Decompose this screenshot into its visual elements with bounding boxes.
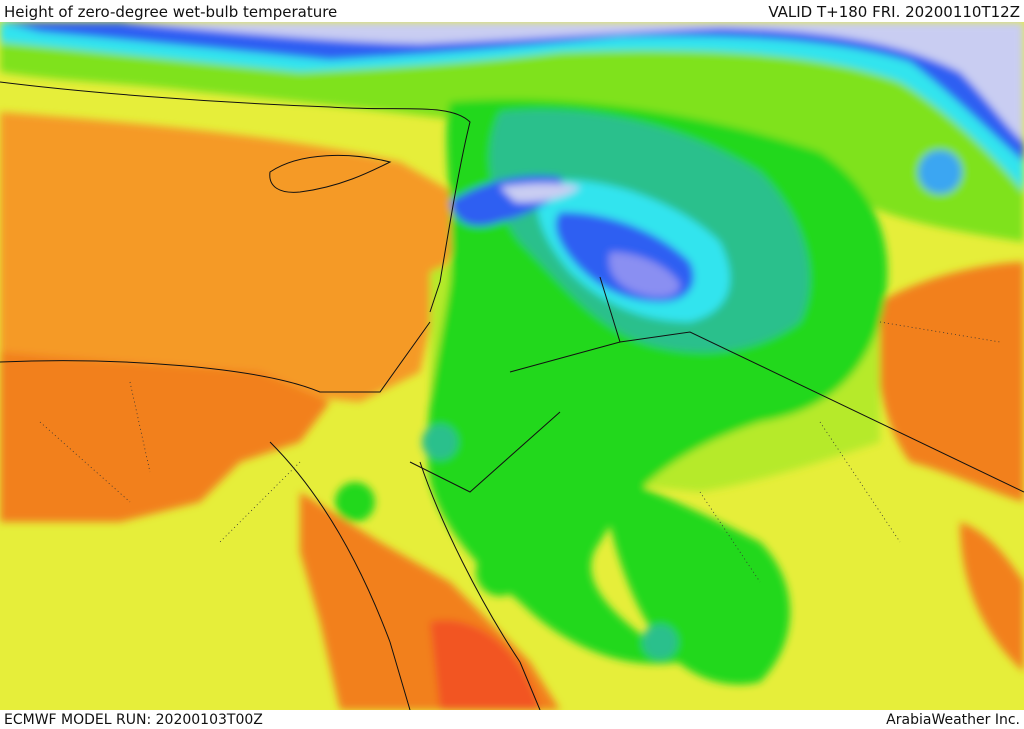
turkey-cyan bbox=[0, 22, 1024, 192]
red-sea-hot bbox=[430, 620, 540, 710]
wet-bulb-map bbox=[0, 22, 1024, 710]
red-sea-west-line bbox=[269, 441, 411, 710]
valid-time: VALID T+180 FRI. 20200110T12Z bbox=[768, 3, 1020, 21]
dotted-borders bbox=[39, 321, 1001, 583]
asir-teal-spot bbox=[642, 624, 678, 660]
north-coast-green bbox=[0, 22, 1024, 242]
iran-light-blue bbox=[918, 150, 962, 194]
sinai-green-spot bbox=[335, 482, 375, 522]
iraq-border-line bbox=[599, 276, 621, 343]
jordan-teal-spot bbox=[422, 424, 458, 460]
header-bar: Height of zero-degree wet-bulb temperatu… bbox=[0, 0, 1024, 22]
saudi-border-line bbox=[409, 411, 561, 493]
hejaz-green-spot bbox=[476, 548, 524, 596]
mediterranean-orange bbox=[0, 112, 470, 402]
east-orange bbox=[876, 262, 1024, 502]
turkey-lavender bbox=[120, 22, 1024, 142]
red-sea-east-line bbox=[419, 461, 541, 710]
cyprus-outline bbox=[269, 154, 392, 193]
map-title: Height of zero-degree wet-bulb temperatu… bbox=[4, 3, 338, 21]
egypt-orange bbox=[0, 352, 330, 522]
footer-bar: ECMWF MODEL RUN: 20200103T00Z ArabiaWeat… bbox=[0, 710, 1024, 729]
model-run: ECMWF MODEL RUN: 20200103T00Z bbox=[4, 712, 263, 728]
north-coast-line bbox=[0, 81, 471, 313]
egypt-coast-line bbox=[0, 321, 431, 393]
violet-core bbox=[609, 252, 680, 297]
jordan-border-line bbox=[509, 331, 1024, 493]
credit: ArabiaWeather Inc. bbox=[886, 712, 1020, 728]
lebanon-lavender bbox=[500, 183, 580, 203]
south-green bbox=[600, 472, 790, 685]
gulf-orange bbox=[960, 522, 1024, 672]
